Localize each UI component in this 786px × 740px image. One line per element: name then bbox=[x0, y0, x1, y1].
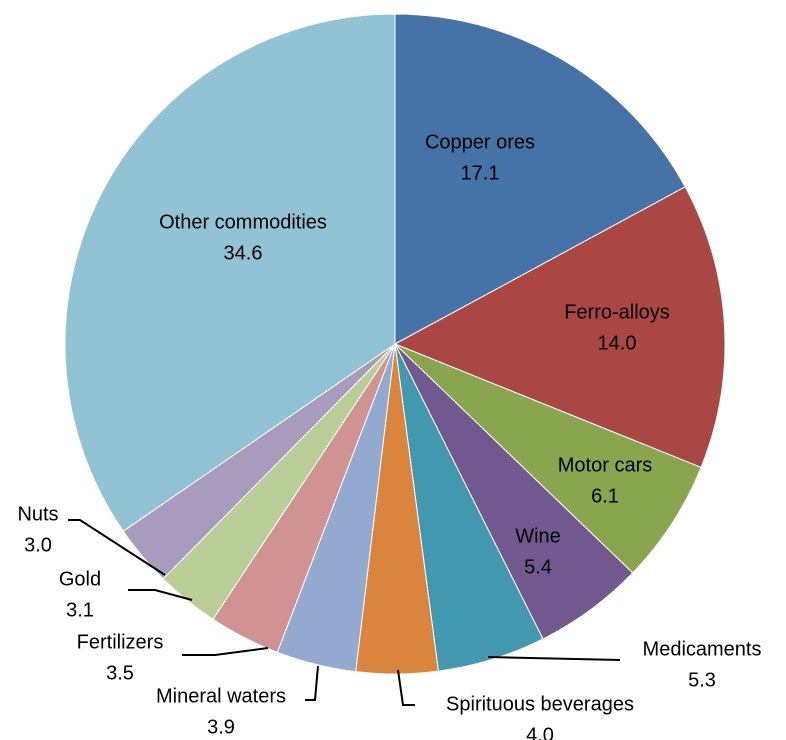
value-label: 14.0 bbox=[598, 332, 637, 354]
slice-label: Motor cars bbox=[558, 454, 652, 476]
leader-line bbox=[68, 519, 166, 576]
leader-line bbox=[397, 669, 415, 706]
value-label: 17.1 bbox=[461, 162, 500, 184]
value-label: 3.0 bbox=[24, 534, 52, 556]
leader-line bbox=[182, 647, 269, 656]
value-label: 3.5 bbox=[106, 662, 134, 684]
pie-slice bbox=[64, 13, 396, 532]
slice-label: Spirituous beverages bbox=[446, 693, 634, 715]
value-label: 34.6 bbox=[224, 242, 263, 264]
value-label: 6.1 bbox=[591, 485, 619, 507]
value-label: 4.0 bbox=[526, 724, 554, 740]
slice-label: Medicaments bbox=[643, 638, 762, 660]
slice-label: Mineral waters bbox=[156, 685, 286, 707]
leader-line bbox=[487, 656, 621, 661]
value-label: 3.1 bbox=[66, 599, 94, 621]
slice-label: Wine bbox=[515, 525, 561, 547]
value-label: 5.3 bbox=[688, 669, 716, 691]
slice-label: Nuts bbox=[17, 503, 58, 525]
pie-slice bbox=[394, 13, 686, 345]
pie-slice bbox=[393, 186, 726, 469]
slice-label: Gold bbox=[59, 568, 101, 590]
slice-label: Other commodities bbox=[159, 211, 327, 233]
leader-line bbox=[305, 665, 319, 701]
value-label: 3.9 bbox=[207, 716, 235, 738]
pie-slice bbox=[394, 343, 702, 574]
slice-label: Fertilizers bbox=[77, 631, 164, 653]
slice-label: Copper ores bbox=[425, 131, 535, 153]
value-label: 5.4 bbox=[524, 556, 552, 578]
leader-line bbox=[128, 589, 193, 601]
slice-label: Ferro-alloys bbox=[564, 301, 670, 323]
